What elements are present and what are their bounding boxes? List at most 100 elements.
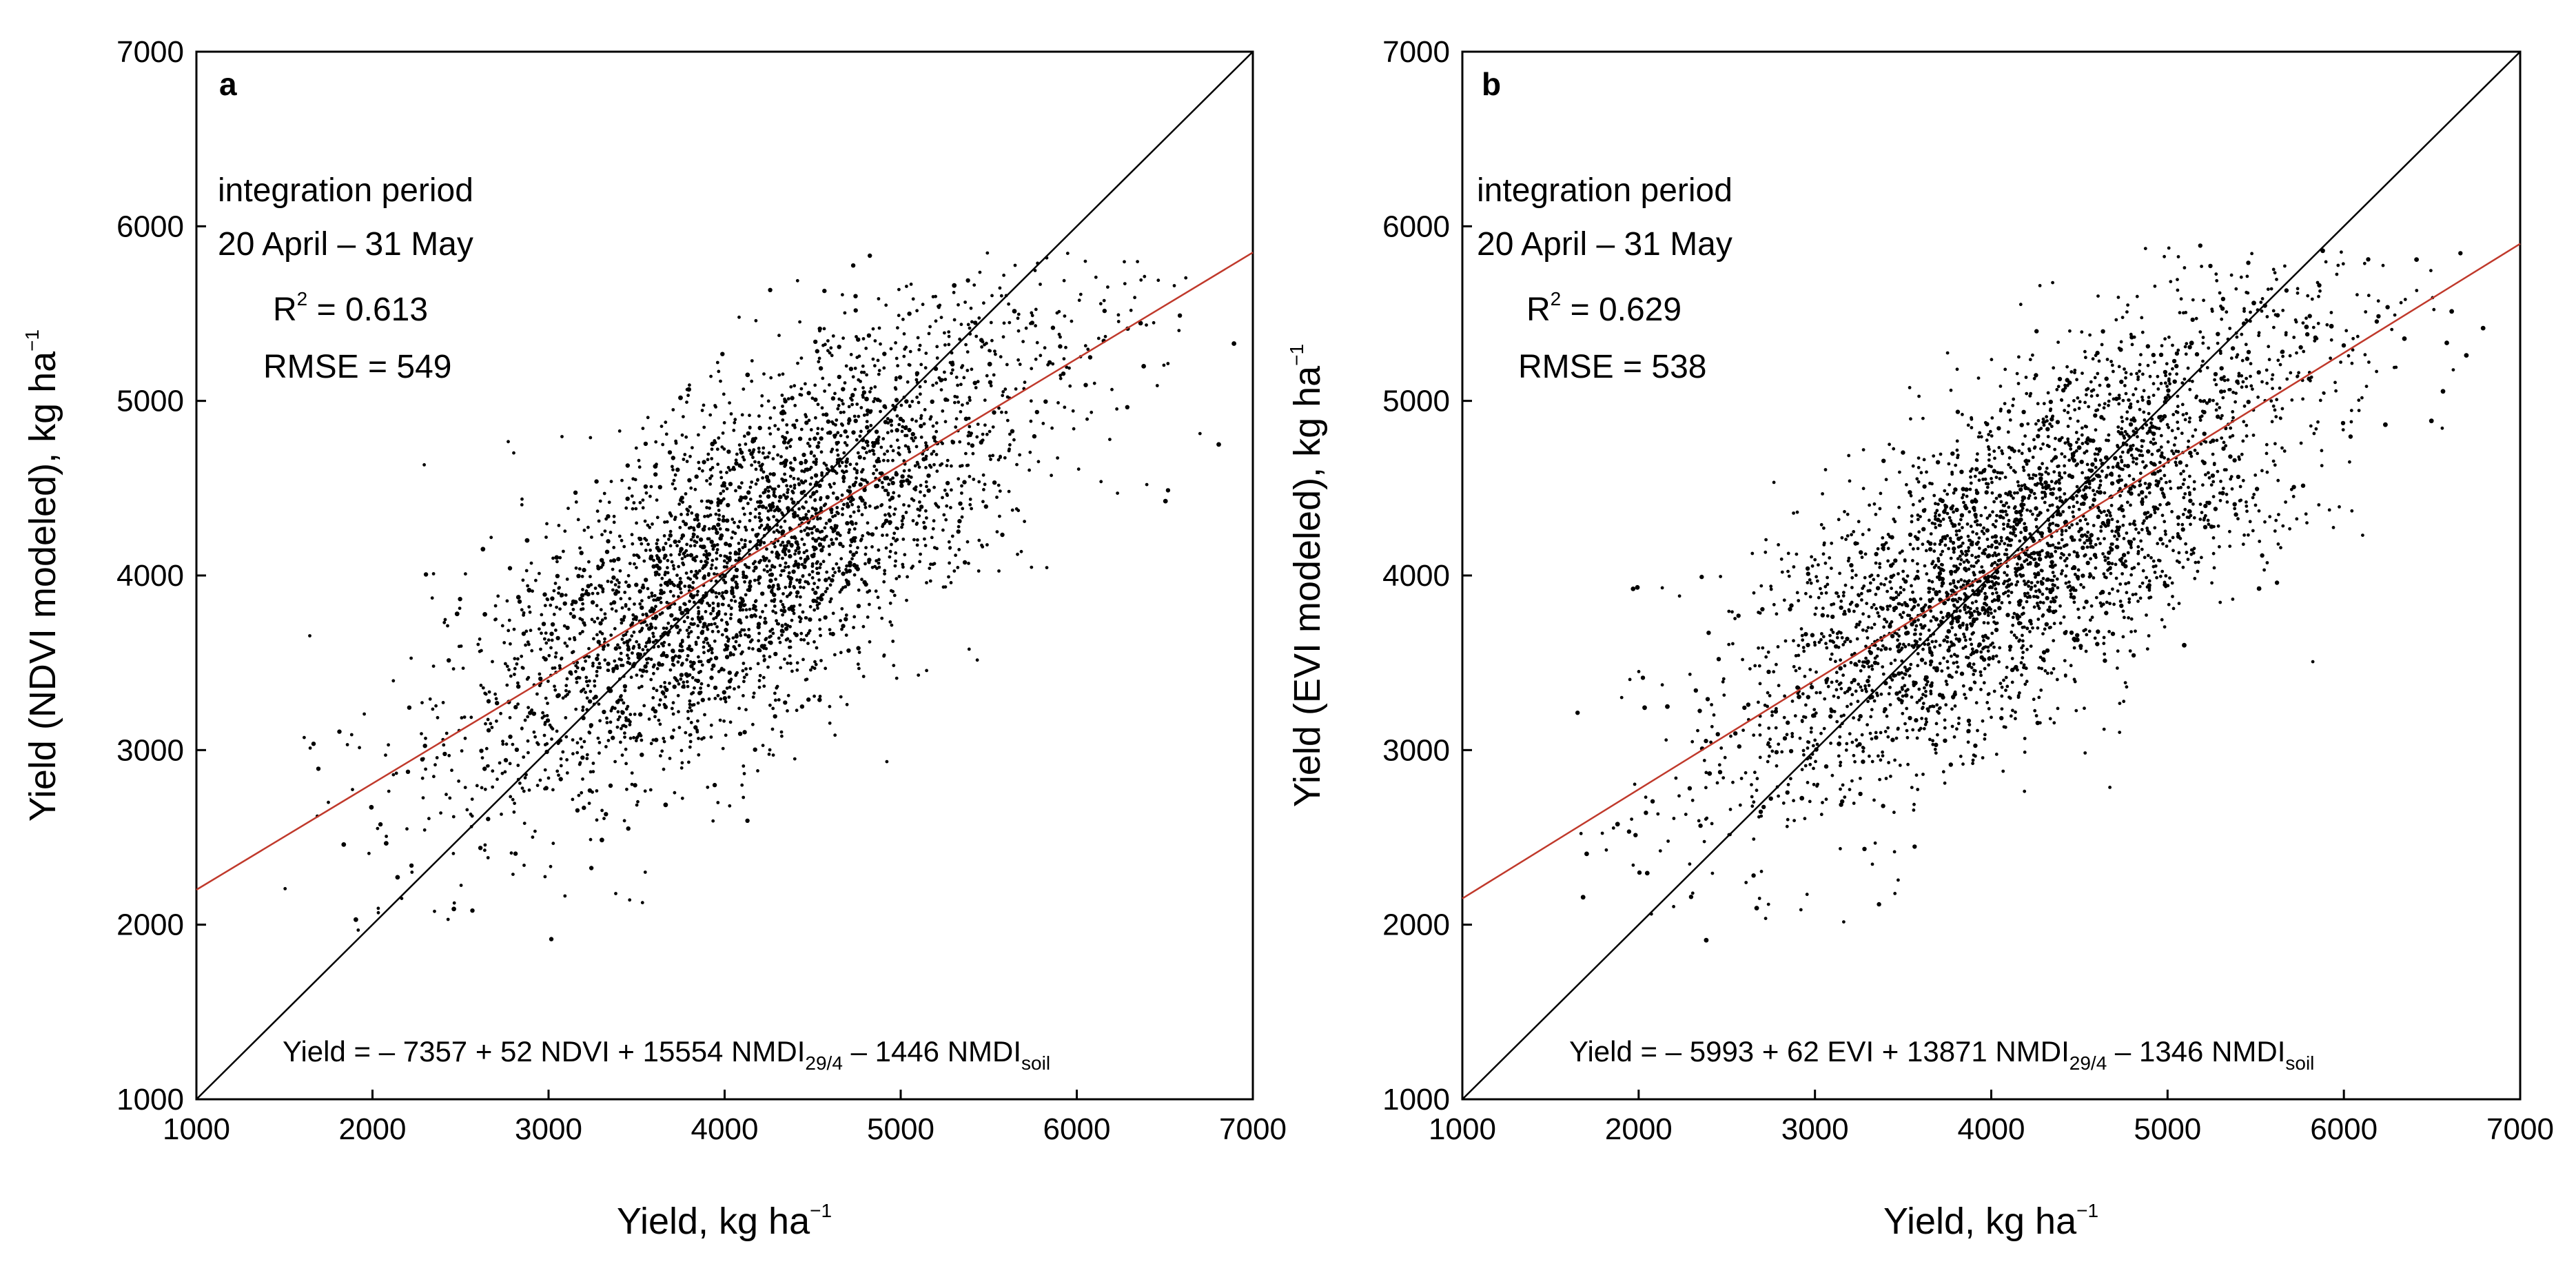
- panel-a-point: [778, 640, 782, 644]
- panel-a-point: [568, 637, 572, 641]
- panel-b-point: [1792, 565, 1796, 569]
- panel-a-point: [710, 667, 714, 671]
- panel-a-point: [785, 484, 788, 488]
- panel-b-point: [2045, 587, 2049, 591]
- panel-a-point: [914, 378, 919, 382]
- panel-a-point: [788, 593, 792, 597]
- panel-a-point: [897, 494, 901, 498]
- panel-a-point: [732, 429, 736, 432]
- panel-a-point: [863, 505, 868, 509]
- panel-a-point: [715, 551, 719, 555]
- panel-a-point: [668, 544, 673, 548]
- panel-b-point: [1677, 594, 1681, 598]
- panel-a-point: [561, 696, 565, 700]
- panel-a-point: [895, 577, 899, 580]
- panel-a-point: [671, 456, 675, 460]
- panel-a-point: [756, 500, 759, 504]
- panel-b-point: [2265, 442, 2269, 447]
- panel-a-point: [972, 478, 976, 481]
- panel-b-point: [2175, 372, 2179, 376]
- panel-a-point: [782, 605, 786, 609]
- panel-a-point: [806, 697, 811, 702]
- panel-a-x-tick-label-4: 5000: [867, 1112, 934, 1146]
- panel-a-point: [950, 534, 954, 538]
- panel-a-point: [461, 666, 465, 670]
- panel-a-point: [539, 647, 542, 651]
- panel-b-point: [1744, 881, 1748, 884]
- panel-b-point: [1813, 738, 1817, 742]
- panel-b-point: [1790, 700, 1795, 703]
- panel-a-point: [662, 626, 666, 630]
- panel-a-point: [919, 424, 923, 429]
- panel-a-point: [668, 529, 673, 533]
- panel-b-point: [2263, 520, 2267, 524]
- panel-a-point: [1059, 335, 1062, 339]
- panel-b-point: [2056, 385, 2061, 389]
- panel-a-point: [945, 480, 950, 486]
- panel-a-point: [688, 702, 692, 706]
- panel-a-point: [751, 606, 755, 611]
- panel-a-point: [720, 445, 724, 449]
- panel-a-point: [713, 404, 717, 407]
- panel-b-point: [2165, 544, 2169, 548]
- panel-b-point: [1978, 570, 1982, 574]
- panel-a-point: [820, 406, 824, 410]
- panel-a-point: [950, 464, 953, 468]
- panel-a-point: [622, 819, 626, 823]
- panel-a-point: [654, 440, 658, 444]
- panel-b-point: [1637, 870, 1642, 875]
- panel-a-point: [457, 779, 460, 783]
- panel-a-point: [789, 542, 794, 548]
- panel-a-point: [625, 463, 630, 468]
- panel-a-point: [671, 482, 675, 486]
- panel-a-point: [919, 363, 923, 367]
- panel-a-r2-value: = 0.613: [307, 292, 428, 328]
- panel-a-point: [1103, 334, 1107, 338]
- panel-b-point: [2000, 707, 2004, 711]
- panel-a-point: [923, 544, 928, 547]
- panel-a-point: [786, 491, 790, 494]
- panel-b-point: [2056, 546, 2060, 550]
- panel-a-point: [943, 420, 948, 424]
- panel-a-point: [813, 339, 818, 345]
- panel-a-point: [543, 787, 546, 791]
- panel-a-point: [1034, 357, 1038, 361]
- panel-a-point: [1172, 284, 1176, 287]
- panel-a-point: [522, 864, 526, 867]
- panel-a-point: [1165, 488, 1171, 493]
- panel-a-point: [844, 364, 848, 368]
- panel-a-point: [855, 551, 859, 555]
- panel-a-point: [540, 716, 544, 720]
- panel-b-point: [1976, 554, 1981, 558]
- panel-a-point: [890, 429, 894, 433]
- panel-a-point: [866, 333, 872, 338]
- panel-a-point: [520, 608, 524, 612]
- panel-a-point: [919, 483, 923, 487]
- panel-b-point: [2032, 697, 2036, 702]
- panel-a-point: [1064, 345, 1067, 349]
- panel-b-point: [2124, 391, 2128, 396]
- panel-a-point: [693, 559, 697, 562]
- panel-b-point: [1705, 816, 1709, 820]
- panel-a-point: [819, 436, 824, 441]
- panel-b-point: [1963, 644, 1967, 649]
- panel-a-point: [679, 549, 682, 553]
- panel-a-point: [1102, 308, 1107, 314]
- panel-a-point: [904, 399, 909, 404]
- panel-a-point: [818, 695, 822, 698]
- panel-a-point: [928, 567, 932, 570]
- panel-a-point: [790, 468, 794, 471]
- panel-a-point: [1094, 275, 1098, 279]
- panel-b-point: [1730, 610, 1734, 614]
- panel-b-point: [1886, 547, 1890, 551]
- panel-b-x-tick-label-4: 5000: [2134, 1112, 2201, 1146]
- panel-a-point: [847, 421, 850, 425]
- panel-a-point: [901, 562, 905, 567]
- panel-b-point: [1722, 693, 1726, 697]
- panel-a-point: [758, 494, 762, 498]
- panel-a-point: [632, 630, 636, 634]
- panel-b-point: [1846, 534, 1850, 538]
- panel-a-point: [706, 785, 710, 789]
- panel-a-point: [882, 404, 887, 409]
- panel-a-point: [779, 462, 783, 465]
